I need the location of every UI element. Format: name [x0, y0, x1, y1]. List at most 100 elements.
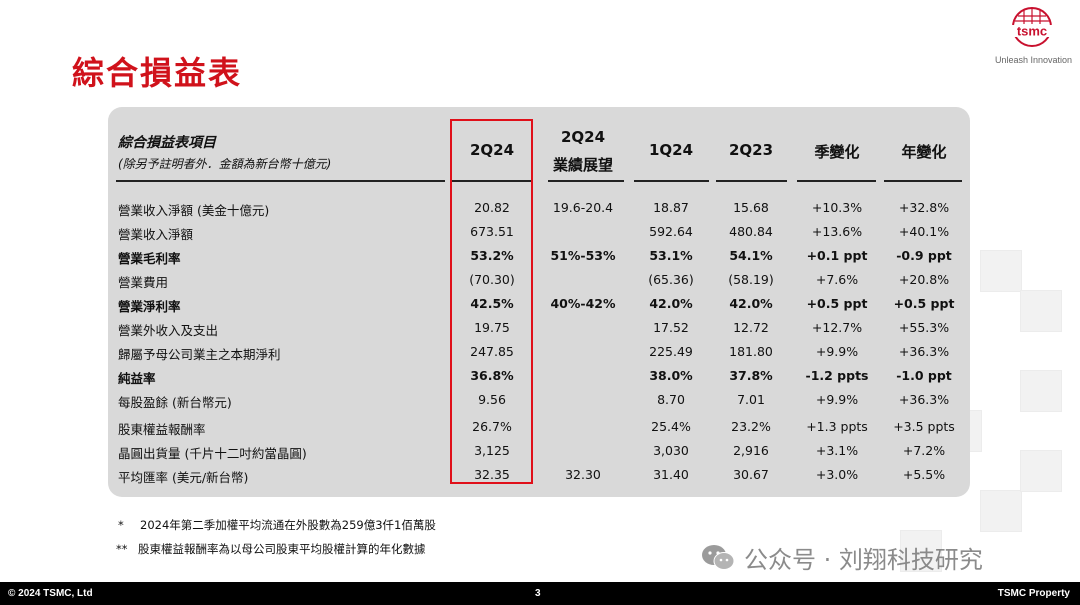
- table-cell: -0.9 ppt: [896, 248, 952, 263]
- table-cell: 40%-42%: [550, 296, 616, 311]
- slogan: Unleash Innovation: [994, 55, 1072, 65]
- table-cell: +7.2%: [902, 443, 946, 458]
- table-cell: 53.2%: [470, 248, 514, 263]
- row-label: 營業收入淨額: [118, 227, 194, 242]
- background-square: [1020, 370, 1062, 412]
- table-cell: -1.0 ppt: [896, 368, 952, 383]
- table-cell: 32.30: [565, 467, 601, 482]
- table-cell: 480.84: [729, 224, 773, 239]
- table-cell: -1.2 ppts: [805, 368, 869, 383]
- wechat-icon: [702, 544, 735, 570]
- table-cell: +20.8%: [898, 272, 950, 287]
- table-cell: (58.19): [728, 272, 774, 287]
- table-cell: +9.9%: [815, 344, 859, 359]
- table-cell: 54.1%: [729, 248, 773, 263]
- page-title: 綜合損益表: [72, 54, 243, 92]
- table-cell: +3.5 ppts: [893, 419, 955, 434]
- watermark: 公众号 · 刘翔科技研究: [700, 540, 983, 575]
- table-cell: 7.01: [737, 392, 765, 407]
- tsmc-logo-icon: tsmc: [1008, 7, 1056, 47]
- column-header: 年變化: [901, 143, 947, 161]
- table-cell: +36.3%: [898, 344, 950, 359]
- column-header: 季變化: [814, 143, 860, 161]
- table-cell: +0.1 ppt: [806, 248, 868, 263]
- table-cell: +9.9%: [815, 392, 859, 407]
- table-panel: [108, 107, 970, 497]
- background-square: [980, 490, 1022, 532]
- table-cell: 26.7%: [472, 419, 512, 434]
- table-cell: +12.7%: [811, 320, 863, 335]
- table-cell: 42.0%: [729, 296, 773, 311]
- header-divider: [116, 180, 445, 182]
- header-divider: [797, 180, 876, 182]
- table-cell: 30.67: [733, 467, 769, 482]
- table-cell: 247.85: [470, 344, 514, 359]
- row-label: 營業毛利率: [118, 251, 181, 266]
- header-divider: [451, 180, 531, 182]
- footer-page-number: 3: [535, 588, 541, 599]
- row-label: 晶圓出貨量 (千片十二吋約當晶圓): [118, 446, 307, 461]
- row-label: 營業費用: [118, 275, 169, 290]
- table-cell: 8.70: [657, 392, 685, 407]
- table-cell: 18.87: [653, 200, 689, 215]
- table-cell: 53.1%: [649, 248, 693, 263]
- table-cell: 23.2%: [731, 419, 771, 434]
- table-cell: 37.8%: [729, 368, 773, 383]
- column-header: 2Q24 業績展望: [552, 128, 613, 174]
- table-cell: 17.52: [653, 320, 689, 335]
- row-label: 純益率: [118, 371, 156, 386]
- table-cell: +13.6%: [811, 224, 863, 239]
- column-header: 1Q24: [648, 141, 694, 159]
- table-cell: 20.82: [474, 200, 510, 215]
- table-cell: 31.40: [653, 467, 689, 482]
- table-cell: 38.0%: [649, 368, 693, 383]
- highlight-box: [450, 119, 533, 484]
- table-cell: +40.1%: [898, 224, 950, 239]
- table-cell: (65.36): [648, 272, 694, 287]
- table-cell: +3.0%: [815, 467, 859, 482]
- row-label: 平均匯率 (美元/新台幣): [118, 470, 249, 485]
- table-cell: +5.5%: [902, 467, 946, 482]
- table-cell: (70.30): [469, 272, 515, 287]
- table-cell: +36.3%: [898, 392, 950, 407]
- item-header-note: (除另予註明者外．金額為新台幣十億元): [118, 157, 332, 171]
- table-cell: +1.3 ppts: [806, 419, 868, 434]
- item-header-title: 綜合損益表項目: [118, 135, 216, 151]
- table-cell: +32.8%: [898, 200, 950, 215]
- table-cell: 19.75: [474, 320, 510, 335]
- table-cell: 32.35: [474, 467, 510, 482]
- header-divider: [884, 180, 962, 182]
- table-cell: 3,125: [474, 443, 510, 458]
- table-cell: 36.8%: [470, 368, 514, 383]
- table-cell: 9.56: [478, 392, 506, 407]
- logo-text: tsmc: [1017, 24, 1047, 39]
- column-header: 2Q23: [728, 141, 774, 159]
- header-divider: [548, 180, 624, 182]
- table-cell: 15.68: [733, 200, 769, 215]
- table-cell: 42.5%: [470, 296, 514, 311]
- item-column-header: 綜合損益表項目 (除另予註明者外．金額為新台幣十億元): [118, 132, 331, 172]
- table-cell: 3,030: [653, 443, 689, 458]
- watermark-text: 公众号 · 刘翔科技研究: [744, 546, 983, 574]
- table-cell: 42.0%: [649, 296, 693, 311]
- row-label: 股東權益報酬率: [118, 422, 206, 437]
- footnote-1: * 2024年第二季加權平均流通在外股數為259億3仟1佰萬股: [118, 518, 436, 532]
- header-divider: [634, 180, 709, 182]
- table-cell: 181.80: [729, 344, 773, 359]
- header-divider: [716, 180, 787, 182]
- row-label: 每股盈餘 (新台幣元): [118, 395, 232, 410]
- table-cell: 2,916: [733, 443, 769, 458]
- table-cell: 592.64: [649, 224, 693, 239]
- row-label: 營業淨利率: [118, 299, 181, 314]
- footer-property: TSMC Property: [997, 588, 1070, 599]
- column-header: 2Q24: [469, 141, 515, 159]
- table-cell: +55.3%: [898, 320, 950, 335]
- table-cell: +0.5 ppt: [806, 296, 868, 311]
- row-label: 營業外收入及支出: [118, 323, 219, 338]
- background-square: [1020, 450, 1062, 492]
- background-square: [980, 250, 1022, 292]
- table-cell: +7.6%: [815, 272, 859, 287]
- row-label: 歸屬予母公司業主之本期淨利: [118, 347, 281, 362]
- background-square: [1020, 290, 1062, 332]
- background-square: [900, 530, 942, 572]
